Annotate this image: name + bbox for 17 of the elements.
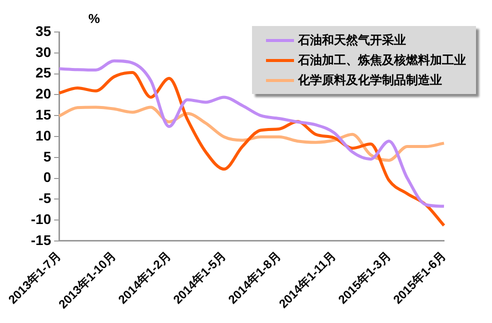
legend-label: 石油加工、炼焦及核燃料加工业 [298,52,466,69]
y-tick-label: 5 [43,148,52,164]
y-tick-label: -15 [30,232,52,248]
legend-label: 化学原料及化学制品制造业 [298,72,442,89]
line-series [58,71,446,228]
y-tick-label: 35 [36,22,52,39]
y-tick-label: 20 [36,86,52,102]
y-axis-title: % [88,11,100,26]
y-tick-label: 30 [36,44,52,60]
line-series [58,106,446,162]
y-tick-label: 25 [36,64,52,81]
y-tick-label: 0 [43,169,52,186]
y-tick-label: -5 [38,190,52,206]
legend-label: 石油和天然气开采业 [298,32,406,49]
y-tick-label: 15 [36,106,52,122]
y-tick-label: -10 [30,210,52,227]
y-tick-label: 10 [36,127,52,144]
